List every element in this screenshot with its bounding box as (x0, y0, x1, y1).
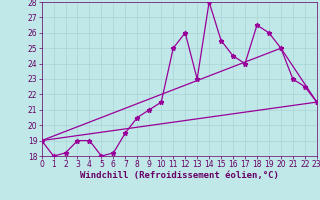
X-axis label: Windchill (Refroidissement éolien,°C): Windchill (Refroidissement éolien,°C) (80, 171, 279, 180)
